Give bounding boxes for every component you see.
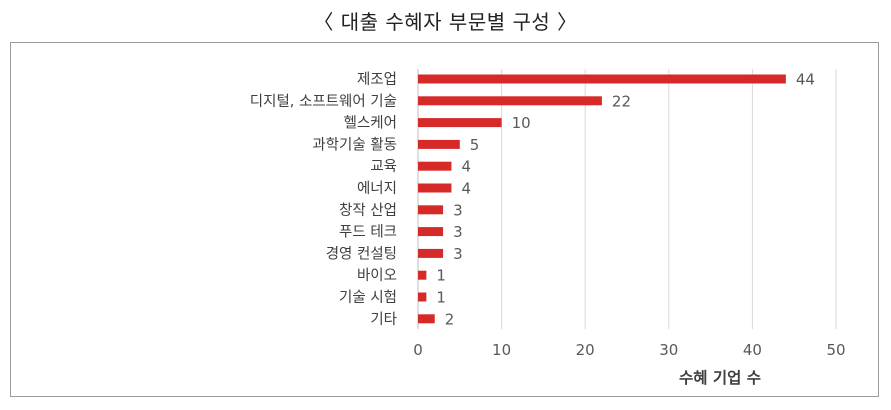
category-label: 헬스케어 [344,115,397,132]
data-label: 3 [453,223,463,241]
data-label: 5 [470,136,480,154]
bar [418,270,427,280]
data-label: 3 [453,201,463,219]
data-label: 22 [612,92,631,110]
bar [418,96,602,106]
category-label: 바이오 [357,267,397,284]
category-label: 제조업 [357,71,397,88]
data-label: 2 [445,310,455,328]
data-label: 3 [453,245,463,263]
data-label: 1 [436,289,446,307]
x-axis-label: 수혜 기업 수 [679,369,761,387]
category-label: 기타 [370,311,397,328]
bar [418,292,427,302]
category-label: 교육 [370,159,397,175]
data-label: 4 [461,180,471,198]
bar [418,161,452,171]
bar [418,139,460,149]
bar [418,118,502,128]
category-label: 디지털, 소프트웨어 기술 [250,93,397,110]
x-tick-label: 50 [826,341,845,359]
data-label: 4 [461,158,471,176]
data-label: 44 [796,71,815,89]
category-label: 경영 컨설팅 [326,245,397,262]
category-label: 창작 산업 [339,202,397,219]
x-tick-label: 20 [576,341,595,359]
data-label: 1 [436,267,446,285]
chart-title: 〈 대출 수혜자 부문별 구성 〉 [313,10,578,34]
data-label: 10 [512,114,531,132]
bar [418,74,786,84]
bar [418,248,444,258]
bar [418,227,444,237]
category-label: 기술 시험 [339,289,397,306]
bar [418,183,452,193]
x-tick-label: 30 [659,341,678,359]
category-label: 에너지 [357,180,397,197]
bar [418,205,444,215]
x-tick-label: 40 [743,341,762,359]
bar [418,314,435,324]
x-tick-label: 0 [413,341,423,359]
category-label: 푸드 테크 [339,224,397,241]
category-label: 과학기술 활동 [312,136,397,153]
x-tick-label: 10 [492,341,511,359]
chart-frame [10,42,879,397]
